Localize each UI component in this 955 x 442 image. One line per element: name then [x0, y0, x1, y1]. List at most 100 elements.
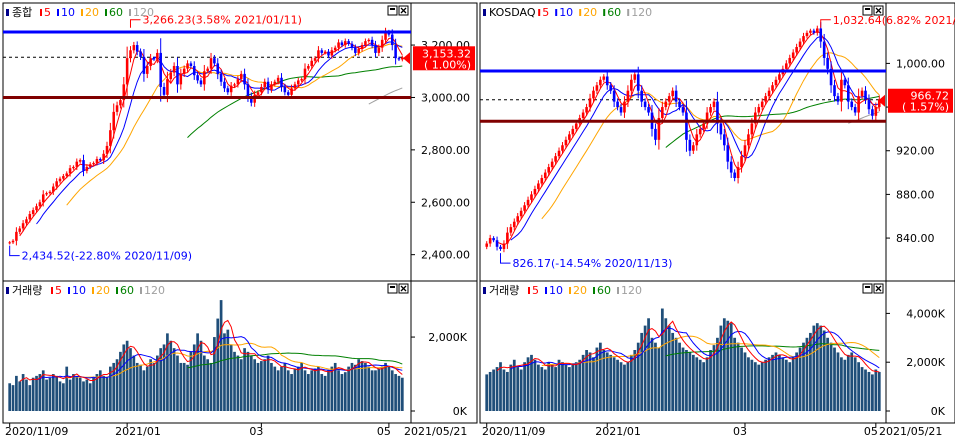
kosdaq-volume-bar — [633, 350, 637, 411]
kospi-volume-bar — [249, 355, 253, 411]
kosdaq-volume-bar — [640, 332, 644, 411]
kosdaq-volume-bar — [495, 367, 499, 411]
kospi-volume-bar — [18, 381, 22, 411]
kospi-volume-bar — [199, 340, 203, 411]
kospi-candle-body — [323, 51, 327, 53]
kosdaq-price-legend-swatch-120 — [627, 9, 630, 16]
kosdaq-candle-body — [698, 128, 702, 135]
kospi-candle-body — [276, 77, 280, 82]
kosdaq-price-ytick-label: 880.00 — [896, 188, 935, 201]
kosdaq-volume-bar — [506, 371, 509, 411]
kospi-candle-body — [273, 81, 277, 85]
kospi-volume-bar — [233, 351, 236, 411]
kosdaq-max-annotation: 1,032.64(6.82% 2021/04/19) — [833, 14, 955, 27]
kospi-candle-body — [360, 45, 364, 49]
kosdaq-volume-bar — [602, 350, 606, 411]
kospi-volume-bar — [62, 383, 65, 411]
kosdaq-volume-bar — [533, 359, 537, 411]
kospi-volume-bar — [256, 362, 260, 411]
kosdaq-volume-bar — [540, 367, 544, 411]
kospi-candle-body — [374, 45, 377, 53]
kosdaq-volume-legend-swatch-60 — [593, 287, 595, 294]
kospi-candle-body — [18, 228, 22, 232]
kospi-volume-legend-swatch-5 — [51, 287, 53, 294]
kosdaq-price-legend-swatch-5 — [538, 9, 541, 16]
kospi-candle-body — [135, 45, 139, 52]
kosdaq-volume-bar — [523, 362, 526, 411]
kospi-volume-bar — [253, 359, 257, 411]
kosdaq-candle-body — [833, 85, 836, 97]
kospi-volume-bar — [350, 362, 354, 411]
kospi-candle-body — [186, 63, 189, 69]
kospi-candle-body — [370, 39, 374, 46]
kosdaq-candle-body — [743, 145, 747, 157]
kosdaq-volume-legend-swatch-120 — [617, 287, 619, 294]
kosdaq-ma60-line — [665, 95, 880, 148]
kosdaq-candle-body — [791, 52, 795, 58]
kosdaq-volume-bar — [688, 352, 692, 411]
kospi-volume-bar — [323, 375, 327, 411]
kospi-volume-bar — [202, 355, 206, 411]
kosdaq-volume-bar — [709, 350, 712, 411]
kospi-volume-bar — [313, 368, 317, 411]
kosdaq-volume-bar — [571, 364, 575, 411]
kospi-candle-body — [52, 186, 55, 192]
kosdaq-volume-bar — [592, 357, 595, 411]
kosdaq-volume-ytick-label: 0K — [931, 405, 946, 418]
kospi-volume-bar — [152, 362, 156, 411]
kosdaq-volume-bar — [609, 354, 613, 411]
kospi-volume-bar — [387, 366, 391, 411]
kosdaq-volume-bar — [654, 342, 657, 411]
kosdaq-candle-body — [506, 232, 509, 244]
kospi-price-ytick-label: 2,400.00 — [421, 249, 470, 262]
kospi-volume-bar — [78, 377, 82, 411]
kosdaq-candle-body — [595, 85, 599, 91]
kosdaq-candle-body — [537, 183, 540, 189]
kosdaq-candle-body — [705, 112, 709, 124]
kosdaq-volume-panel: 0K 2,000K 4,000K 거래량 5 10 20 60 120 2020/11/09 202… — [479, 280, 955, 438]
kospi-volume-bar — [145, 366, 149, 411]
kospi-candle-body — [95, 159, 99, 163]
kospi-price-legend-label-120: 120 — [133, 6, 154, 19]
kospi-ma10-line — [36, 41, 403, 225]
kospi-volume-bar — [192, 344, 196, 411]
kosdaq-volume-bar — [743, 352, 747, 411]
kosdaq-volume-bar — [647, 318, 650, 411]
kospi-price-legend-swatch-20 — [81, 9, 83, 16]
kospi-candle-body — [297, 80, 300, 85]
kospi-candle-body — [11, 240, 15, 243]
kosdaq-volume-bar — [643, 325, 647, 411]
kosdaq-volume-bar — [512, 359, 516, 411]
kospi-candle-body — [102, 153, 105, 161]
kospi-volume-bar — [390, 370, 394, 411]
kospi-volume-legend-label-20: 20 — [96, 284, 110, 297]
kosdaq-candle-body — [599, 79, 602, 86]
kosdaq-volume-bar — [778, 354, 781, 411]
kosdaq-volume-bar — [822, 330, 826, 411]
kosdaq-xtick-label: 05 — [864, 425, 878, 438]
kospi-candle-body — [280, 77, 283, 87]
kospi-volume-bar — [115, 359, 119, 411]
kospi-volume-bar — [364, 362, 367, 411]
kospi-candle-body — [78, 160, 82, 162]
kospi-volume-bar — [8, 383, 12, 411]
kosdaq-price-legend-marker — [483, 9, 486, 16]
kosdaq-xtick-label: 2021/01 — [595, 425, 641, 438]
kosdaq-candle-body — [757, 107, 761, 113]
kospi-volume-bar — [68, 379, 72, 411]
kosdaq-candle-body — [826, 57, 829, 69]
kospi-volume-bar — [169, 340, 173, 411]
kosdaq-volume-bar — [867, 371, 871, 411]
kosdaq-volume-bar — [526, 357, 530, 411]
kosdaq-volume-maximize-icon-bar — [865, 286, 870, 288]
kosdaq-candle-body — [774, 79, 778, 86]
kospi-volume-legend-marker — [6, 287, 9, 294]
kospi-volume-bar — [310, 370, 314, 411]
kospi-candle-body — [223, 81, 226, 89]
kospi-candle-body — [115, 105, 119, 112]
kospi-volume-bar — [196, 333, 199, 411]
kospi-ma60-line — [187, 65, 403, 138]
kosdaq-candle-body — [857, 96, 860, 113]
kosdaq-volume-bar — [626, 362, 630, 411]
kospi-volume-bar — [206, 359, 210, 411]
